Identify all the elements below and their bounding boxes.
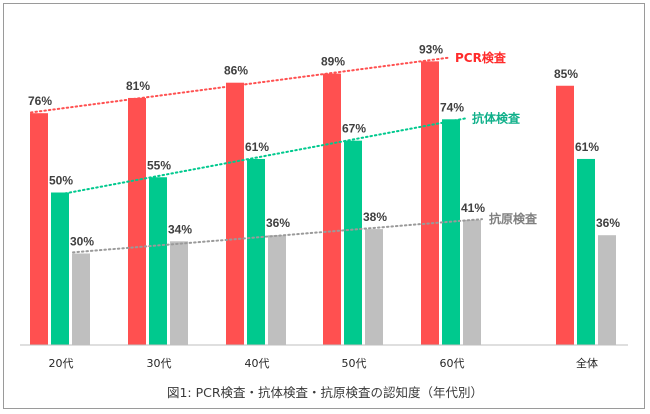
value-label-全体-PCR検査: 85% <box>554 67 578 81</box>
value-label-50代-PCR検査: 89% <box>321 55 345 69</box>
x-tick-label: 30代 <box>147 357 172 370</box>
x-tick-label: 60代 <box>440 357 465 370</box>
value-label-30代-抗体検査: 55% <box>147 158 171 172</box>
bar-40代-抗原検査 <box>268 235 286 345</box>
x-tick-label: 40代 <box>245 357 270 370</box>
bar-30代-抗体検査 <box>149 177 167 345</box>
value-label-20代-抗原検査: 30% <box>70 235 94 249</box>
bar-30代-PCR検査 <box>128 97 146 345</box>
value-label-20代-PCR検査: 76% <box>28 94 52 108</box>
x-tick-label: 20代 <box>49 357 74 370</box>
value-label-30代-PCR検査: 81% <box>126 79 150 93</box>
value-label-40代-PCR検査: 86% <box>224 64 248 78</box>
value-label-40代-抗原検査: 36% <box>266 216 290 230</box>
bar-60代-PCR検査 <box>421 61 439 345</box>
figure-caption: 図1: PCR検査・抗体検査・抗原検査の認知度（年代別） <box>167 385 483 400</box>
bar-全体-抗原検査 <box>598 235 616 345</box>
bar-50代-抗原検査 <box>365 229 383 345</box>
value-label-40代-抗体検査: 61% <box>245 140 269 154</box>
value-label-60代-PCR検査: 93% <box>419 42 443 56</box>
x-tick-label: 50代 <box>342 357 367 370</box>
value-label-20代-抗体検査: 50% <box>49 174 73 188</box>
trendline-PCR検査 <box>30 56 449 114</box>
value-label-50代-抗原検査: 38% <box>363 210 387 224</box>
bar-20代-抗原検査 <box>72 253 90 345</box>
bar-全体-抗体検査 <box>577 158 595 345</box>
value-label-50代-抗体検査: 67% <box>342 122 366 136</box>
value-label-30代-抗原検査: 34% <box>168 222 192 236</box>
bar-40代-抗体検査 <box>247 158 265 345</box>
series-label-抗体検査: 抗体検査 <box>472 111 521 126</box>
trendline-抗原検査 <box>72 218 483 254</box>
series-label-PCR検査: PCR検査 <box>455 50 507 65</box>
bar-60代-抗原検査 <box>463 219 481 345</box>
bar-30代-抗原検査 <box>170 241 188 345</box>
x-tick-label: 全体 <box>576 356 598 370</box>
value-label-全体-抗体検査: 61% <box>575 140 599 154</box>
series-label-抗原検査: 抗原検査 <box>489 211 538 226</box>
bar-全体-PCR検査 <box>556 85 574 345</box>
bar-20代-抗体検査 <box>51 192 69 345</box>
value-label-60代-抗原検査: 41% <box>461 201 485 215</box>
bar-50代-抗体検査 <box>344 140 362 345</box>
value-label-60代-抗体検査: 74% <box>440 100 464 114</box>
bar-40代-PCR検査 <box>226 82 244 345</box>
bar-20代-PCR検査 <box>30 113 48 345</box>
bar-60代-抗体検査 <box>442 119 460 345</box>
trendline-抗体検査 <box>51 117 466 197</box>
bar-50代-PCR検査 <box>323 73 341 346</box>
value-label-全体-抗原検査: 36% <box>596 216 620 230</box>
